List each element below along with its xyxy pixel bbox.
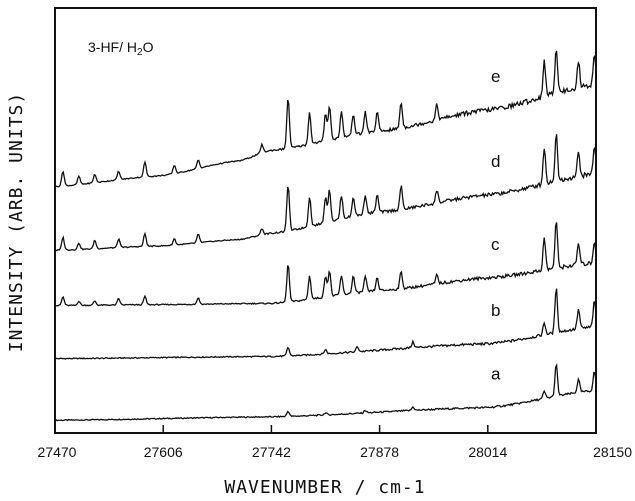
trace-a <box>54 362 597 422</box>
trace-label-a: a <box>491 365 501 384</box>
annotation-label: 3-HF/ H2O <box>88 39 154 58</box>
x-tick-label: 27470 <box>38 444 77 460</box>
x-tick-label: 28014 <box>468 444 507 460</box>
trace-label-e: e <box>491 67 500 86</box>
trace-d <box>54 134 597 252</box>
x-axis-label: WAVENUMBER / cm-1 <box>224 477 425 498</box>
traces <box>54 50 597 422</box>
trace-c <box>54 222 597 307</box>
y-axis-label: INTENSITY (ARB. UNITS) <box>6 92 27 352</box>
x-tick-label: 28150 <box>593 444 632 460</box>
annotation-tail: O <box>143 39 154 55</box>
x-tick-label: 27742 <box>252 444 291 460</box>
trace-label-d: d <box>491 152 500 171</box>
plot-frame <box>54 7 597 434</box>
x-tick-label: 27606 <box>144 444 183 460</box>
annotation-subscript: 2 <box>137 47 143 58</box>
trace-b <box>54 288 597 360</box>
x-ticks: 27470 27606 27742 27878 28014 28150 <box>38 425 632 460</box>
annotation-main: 3-HF/ H <box>88 39 137 55</box>
trace-label-c: c <box>491 235 500 254</box>
trace-labels: a b c d e <box>491 67 501 384</box>
x-tick-label: 27878 <box>360 444 399 460</box>
trace-e <box>54 50 597 188</box>
trace-label-b: b <box>491 301 500 320</box>
